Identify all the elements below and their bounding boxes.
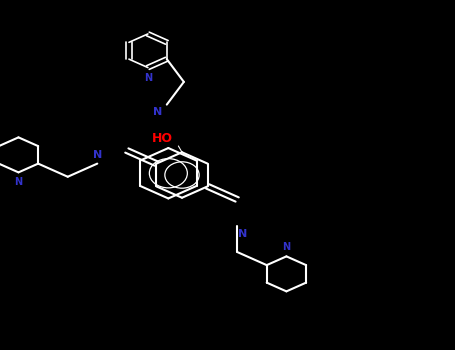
Text: N: N [15,177,23,187]
Text: N: N [283,242,290,252]
Text: N: N [93,150,102,160]
Text: HO: HO [152,132,173,145]
Text: N: N [238,229,248,239]
Text: N: N [144,73,152,83]
Text: N: N [153,107,162,117]
